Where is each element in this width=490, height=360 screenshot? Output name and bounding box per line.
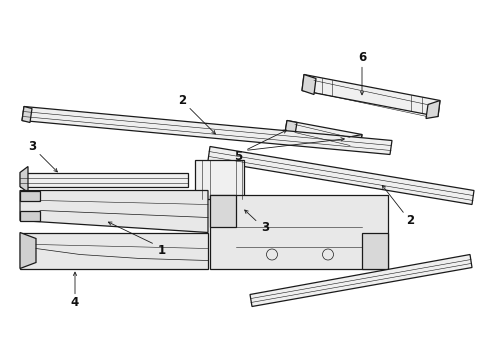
Polygon shape: [20, 190, 40, 201]
Polygon shape: [210, 194, 236, 226]
Text: 1: 1: [158, 244, 166, 257]
Polygon shape: [285, 121, 297, 135]
Polygon shape: [426, 100, 440, 118]
Text: 6: 6: [358, 51, 366, 64]
Polygon shape: [22, 107, 392, 154]
Polygon shape: [208, 147, 474, 204]
Text: 3: 3: [261, 221, 269, 234]
Text: 3: 3: [28, 140, 36, 153]
Polygon shape: [250, 255, 472, 306]
Polygon shape: [20, 233, 208, 269]
Polygon shape: [20, 172, 188, 186]
Polygon shape: [210, 194, 388, 269]
Polygon shape: [302, 75, 316, 94]
Polygon shape: [350, 135, 362, 148]
Polygon shape: [20, 190, 208, 233]
Polygon shape: [362, 233, 388, 269]
Text: 5: 5: [234, 150, 242, 163]
Polygon shape: [22, 107, 32, 122]
Polygon shape: [20, 211, 40, 220]
Polygon shape: [285, 121, 362, 147]
Text: 2: 2: [178, 94, 186, 107]
Polygon shape: [195, 161, 244, 198]
Text: 4: 4: [71, 296, 79, 309]
Text: 2: 2: [406, 214, 414, 227]
Polygon shape: [302, 75, 440, 117]
Polygon shape: [20, 166, 28, 193]
Polygon shape: [20, 233, 36, 269]
